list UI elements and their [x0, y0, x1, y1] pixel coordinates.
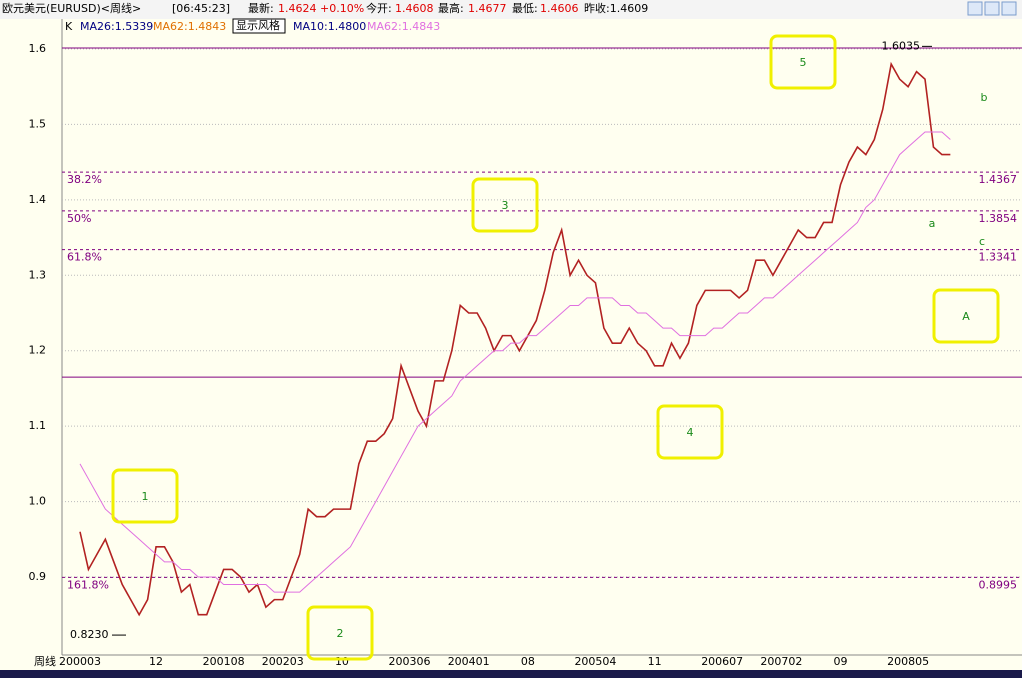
wave-box — [769, 34, 837, 90]
header-bar — [0, 0, 1022, 19]
wave-label: c — [979, 235, 985, 248]
legend-ma10: MA10:1.4800 — [293, 20, 366, 33]
peak-label: 1.6035 — [882, 39, 921, 52]
x-tick-label: 200401 — [448, 655, 490, 668]
wave-label: 3 — [502, 199, 509, 212]
wave-box — [656, 404, 724, 460]
legend-ma62: MA62:1.4843 — [367, 20, 440, 33]
open: 1.4608 — [395, 2, 434, 15]
fib-value: 1.4367 — [979, 173, 1018, 186]
y-tick-label: 0.9 — [29, 570, 47, 583]
x-tick-label: 200607 — [701, 655, 743, 668]
wave-label: A — [962, 310, 970, 323]
y-tick-label: 1.0 — [29, 495, 47, 508]
time: [06:45:23] — [172, 2, 230, 15]
x-tick-label: 200108 — [203, 655, 245, 668]
wave-label: 2 — [337, 627, 344, 640]
fib-label: 50% — [67, 212, 91, 225]
y-tick-label: 1.4 — [29, 193, 47, 206]
y-tick-label: 1.6 — [29, 42, 47, 55]
window-button[interactable] — [967, 1, 983, 16]
period-label: 周线 — [34, 654, 56, 668]
wave-label: 5 — [800, 56, 807, 69]
wave-box — [111, 468, 179, 524]
prev-close: 昨收:1.4609 — [584, 1, 648, 15]
x-tick-label: 200203 — [262, 655, 304, 668]
legend-k: K — [65, 20, 73, 33]
wave-box — [306, 605, 374, 661]
fib-value: 1.3854 — [979, 212, 1018, 225]
low: 1.4606 — [540, 2, 579, 15]
wave-label: 1 — [142, 490, 149, 503]
x-tick-label: 200805 — [887, 655, 929, 668]
latest: 1.4624 — [278, 2, 317, 15]
change: +0.10% — [320, 2, 364, 15]
low-label: 最低: — [512, 2, 538, 15]
fib-label: 161.8% — [67, 578, 109, 591]
latest-label: 最新: — [248, 1, 274, 15]
wave-label: 4 — [687, 426, 694, 439]
x-tick-label: 200306 — [389, 655, 431, 668]
style-button-label[interactable]: 显示风格 — [236, 18, 280, 32]
fib-label: 61.8% — [67, 251, 102, 264]
wave-box — [932, 288, 1000, 344]
x-tick-label: 200003 — [59, 655, 101, 668]
open-label: 今开: — [366, 1, 392, 15]
legend-ma26: MA26:1.5339 — [80, 20, 153, 33]
trough-label: 0.8230 — [70, 628, 109, 641]
x-tick-label: 11 — [648, 655, 662, 668]
x-tick-label: 200504 — [574, 655, 616, 668]
status-bar — [0, 670, 1022, 678]
x-tick-label: 08 — [521, 655, 535, 668]
y-tick-label: 1.2 — [29, 344, 47, 357]
style-button[interactable] — [232, 18, 286, 34]
x-tick-label: 09 — [834, 655, 848, 668]
window-button[interactable] — [1001, 1, 1017, 16]
instrument: 欧元美元(EURUSD)<周线> — [2, 1, 141, 15]
legend-ma62: MA62:1.4843 — [153, 20, 226, 33]
window-button[interactable] — [984, 1, 1000, 16]
y-tick-label: 1.1 — [29, 419, 47, 432]
high-label: 最高: — [438, 1, 464, 15]
fib-value: 1.3341 — [979, 251, 1018, 264]
x-tick-label: 10 — [335, 655, 349, 668]
y-tick-label: 1.3 — [29, 268, 47, 281]
fib-label: 38.2% — [67, 173, 102, 186]
wave-label: b — [981, 91, 988, 104]
wave-box — [471, 177, 539, 233]
high: 1.4677 — [468, 2, 507, 15]
fib-value: 0.8995 — [979, 578, 1018, 591]
x-tick-label: 200702 — [760, 655, 802, 668]
wave-label: a — [929, 217, 936, 230]
y-tick-label: 1.5 — [29, 117, 47, 130]
x-tick-label: 12 — [149, 655, 163, 668]
series-line — [79, 131, 951, 593]
